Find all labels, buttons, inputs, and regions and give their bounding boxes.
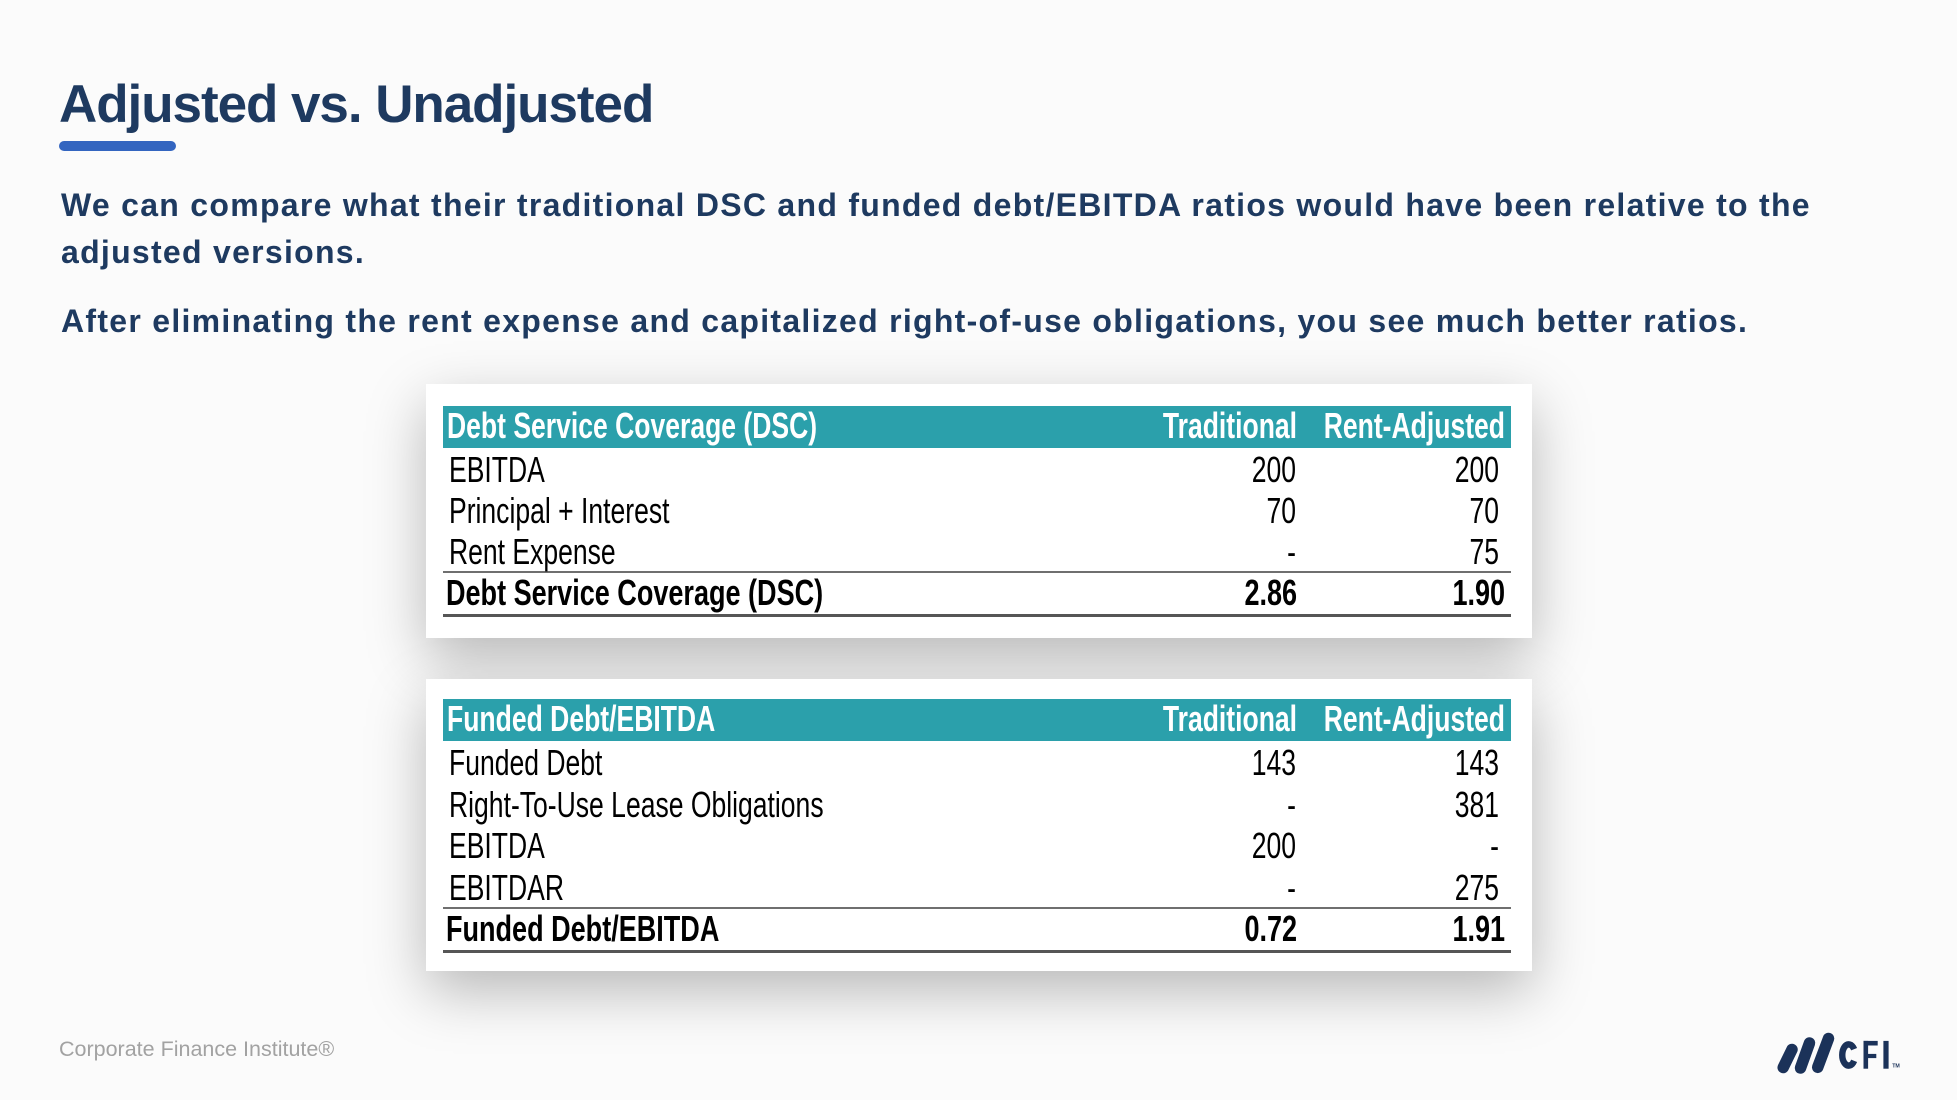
svg-text:TM: TM <box>1892 1064 1900 1070</box>
